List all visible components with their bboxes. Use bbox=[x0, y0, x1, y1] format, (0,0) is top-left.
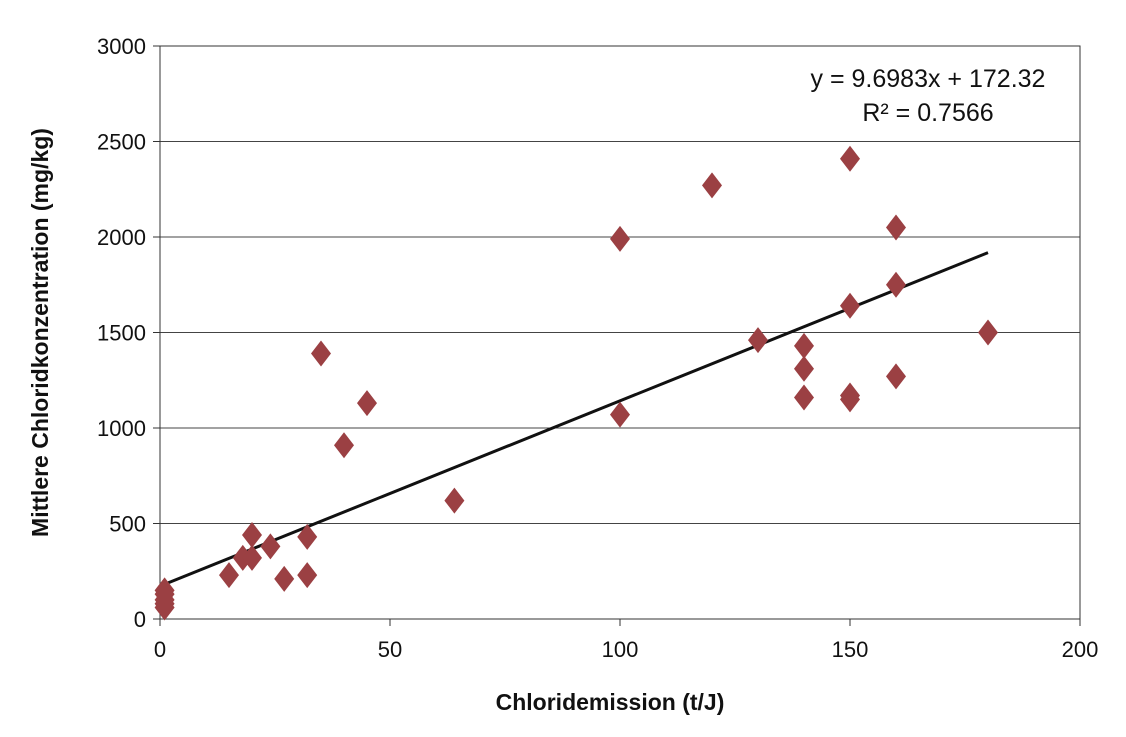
data-point bbox=[978, 319, 998, 346]
y-tick-label: 3000 bbox=[97, 34, 146, 59]
data-point bbox=[242, 521, 262, 548]
data-point bbox=[357, 390, 377, 417]
data-point bbox=[274, 565, 295, 592]
data-point bbox=[886, 363, 906, 390]
data-point bbox=[840, 145, 860, 172]
data-point bbox=[219, 562, 239, 589]
data-point bbox=[311, 340, 331, 367]
y-tick-label: 1500 bbox=[97, 321, 146, 346]
y-tick-label: 1000 bbox=[97, 416, 146, 441]
x-axis-ticks: 0 50 100 150 200 bbox=[154, 619, 1098, 662]
data-point bbox=[840, 292, 860, 319]
data-point bbox=[886, 271, 906, 298]
data-point bbox=[242, 544, 262, 571]
data-point bbox=[794, 332, 814, 359]
data-point bbox=[748, 327, 768, 354]
data-point bbox=[444, 487, 465, 514]
y-tick-label: 500 bbox=[109, 512, 146, 537]
y-tick-label: 0 bbox=[134, 607, 146, 632]
r-squared-label: R² = 0.7566 bbox=[862, 99, 993, 127]
x-tick-label: 200 bbox=[1062, 637, 1099, 662]
data-point bbox=[840, 382, 860, 409]
trendline-equation: y = 9.6983x + 172.32 bbox=[811, 65, 1046, 93]
x-tick-label: 150 bbox=[832, 637, 869, 662]
data-point bbox=[886, 214, 906, 241]
data-point bbox=[610, 225, 630, 252]
y-axis-title: Mittlere Chloridkonzentration (mg/kg) bbox=[27, 128, 53, 537]
data-point bbox=[702, 172, 722, 199]
data-points bbox=[154, 145, 998, 621]
y-tick-label: 2000 bbox=[97, 225, 146, 250]
x-tick-label: 0 bbox=[154, 637, 166, 662]
data-point bbox=[794, 384, 814, 411]
data-point bbox=[297, 523, 318, 550]
trendline bbox=[159, 251, 989, 588]
data-point bbox=[260, 533, 281, 560]
x-tick-label: 50 bbox=[378, 637, 402, 662]
y-tick-label: 2500 bbox=[97, 130, 146, 155]
data-point bbox=[334, 432, 354, 459]
data-point bbox=[794, 355, 814, 382]
data-point bbox=[297, 562, 318, 589]
y-axis-ticks: 0 500 1000 1500 2000 2500 3000 bbox=[97, 34, 160, 632]
x-axis-title: Chloridemission (t/J) bbox=[496, 689, 725, 715]
data-point bbox=[610, 401, 630, 428]
data-point bbox=[154, 577, 175, 604]
x-tick-label: 100 bbox=[602, 637, 639, 662]
